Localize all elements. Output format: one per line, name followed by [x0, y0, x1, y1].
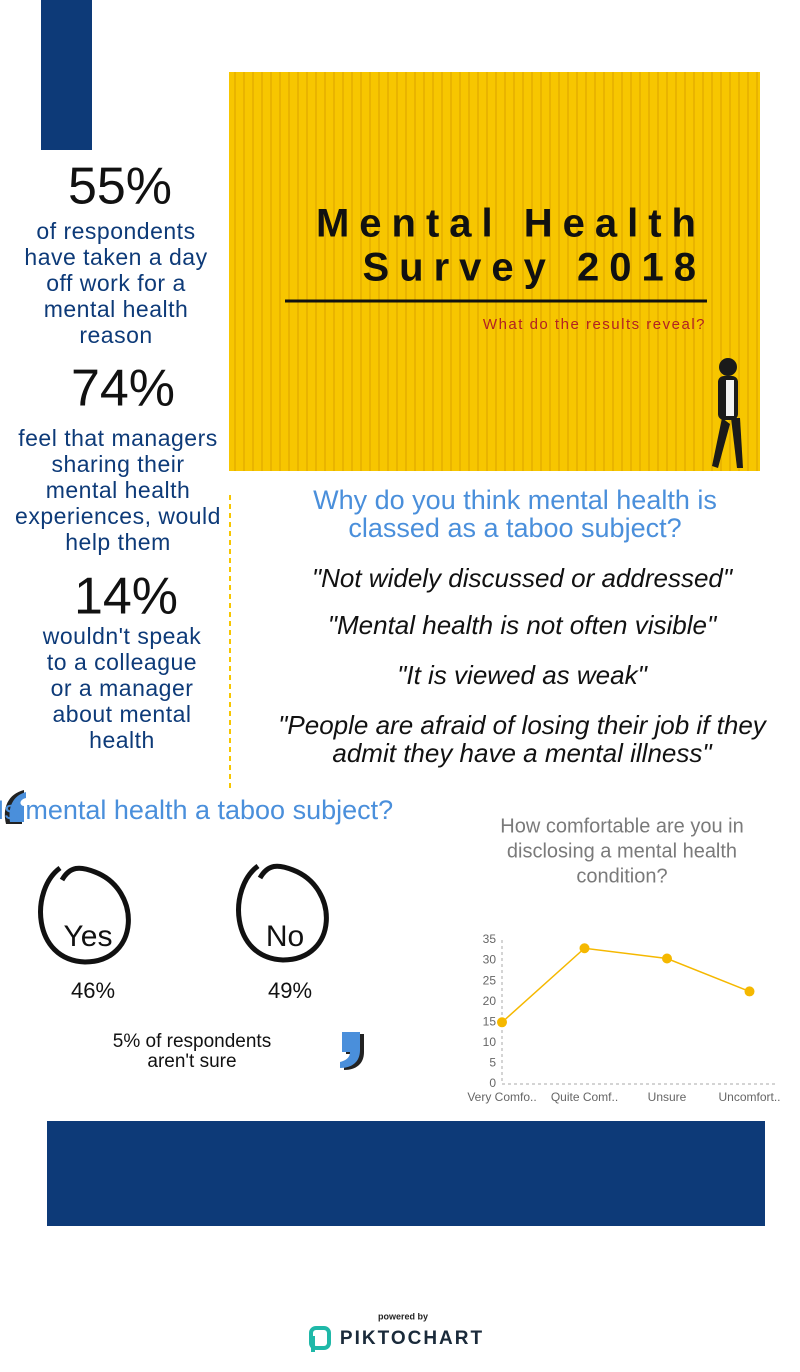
- chart-title: condition?: [576, 865, 667, 887]
- person: [712, 358, 743, 468]
- question: Why do you think mental health is: [313, 485, 717, 515]
- quote: "People are afraid of losing their job i…: [278, 710, 768, 740]
- question: classed as a taboo subject?: [348, 513, 681, 543]
- answer-label: No: [266, 920, 304, 953]
- y-tick-label: 30: [483, 953, 497, 967]
- quote: "It is viewed as weak": [397, 660, 648, 690]
- stat-text: mental health: [44, 296, 189, 322]
- stat-text: or a manager: [51, 675, 194, 701]
- stat-text: of respondents: [36, 218, 195, 244]
- x-tick-label: Unsure: [648, 1090, 687, 1104]
- stat-figure: 14%: [74, 568, 178, 626]
- answer-circle: [38, 865, 131, 965]
- y-tick-label: 35: [483, 932, 497, 946]
- stat-text: wouldn't speak: [42, 623, 201, 649]
- hero-title: Mental Health: [316, 202, 706, 246]
- y-tick-label: 10: [483, 1035, 497, 1049]
- answer-circle: [236, 863, 329, 963]
- chart-title: How comfortable are you in: [500, 815, 743, 837]
- footer-band: [47, 1121, 765, 1226]
- quote: "Mental health is not often visible": [328, 610, 718, 640]
- answer-label: Yes: [64, 920, 113, 953]
- stat-figure: 74%: [71, 360, 175, 418]
- quote: admit they have a mental illness": [332, 738, 713, 768]
- accent-bar: [41, 0, 92, 150]
- stat-text: feel that managers: [18, 425, 218, 451]
- chart-title: disclosing a mental health: [507, 840, 737, 862]
- x-tick-label: Very Comfo..: [467, 1090, 536, 1104]
- stat-text: help them: [65, 529, 171, 555]
- stat-figure: 55%: [68, 158, 172, 216]
- answer-percent: 49%: [268, 978, 312, 1003]
- point: [662, 953, 672, 964]
- stat-text: experiences, would: [15, 503, 221, 529]
- answer-percent: 46%: [71, 978, 115, 1003]
- stat-text: have taken a day: [24, 244, 207, 270]
- point: [579, 943, 590, 954]
- stat-text: reason: [79, 322, 152, 348]
- y-tick-label: 15: [483, 1014, 497, 1028]
- logo-icon: [309, 1326, 331, 1352]
- note: 5% of respondents: [113, 1031, 271, 1052]
- stat-text: mental health: [46, 477, 191, 503]
- x-tick-label: Quite Comf..: [551, 1090, 618, 1104]
- point: [497, 1017, 507, 1028]
- hero-image: [229, 72, 760, 471]
- stat-text: health: [89, 727, 155, 753]
- quote: "Not widely discussed or addressed": [312, 563, 734, 593]
- y-tick-label: 5: [489, 1056, 496, 1070]
- stat-text: sharing their: [51, 451, 184, 477]
- x-tick-label: Uncomfort..: [718, 1090, 780, 1104]
- brand: PIKTOCHART: [340, 1328, 484, 1349]
- series-line: [501, 947, 750, 1023]
- y-tick-label: 0: [489, 1076, 496, 1090]
- hero-subtitle: What do the results reveal?: [483, 316, 706, 333]
- y-tick-label: 25: [483, 973, 497, 987]
- stat-text: to a colleague: [47, 649, 197, 675]
- quote-icon: [340, 1032, 364, 1070]
- stat-text: about mental: [53, 701, 192, 727]
- point: [744, 986, 755, 997]
- hero-title: Survey 2018: [362, 246, 706, 290]
- powered-by: powered by: [378, 1311, 428, 1321]
- note: aren't sure: [147, 1051, 236, 1072]
- stat-text: off work for a: [46, 270, 186, 296]
- question: Is mental health a taboo subject?: [0, 795, 393, 825]
- y-tick-label: 20: [483, 994, 497, 1008]
- quote-icon: [4, 790, 26, 824]
